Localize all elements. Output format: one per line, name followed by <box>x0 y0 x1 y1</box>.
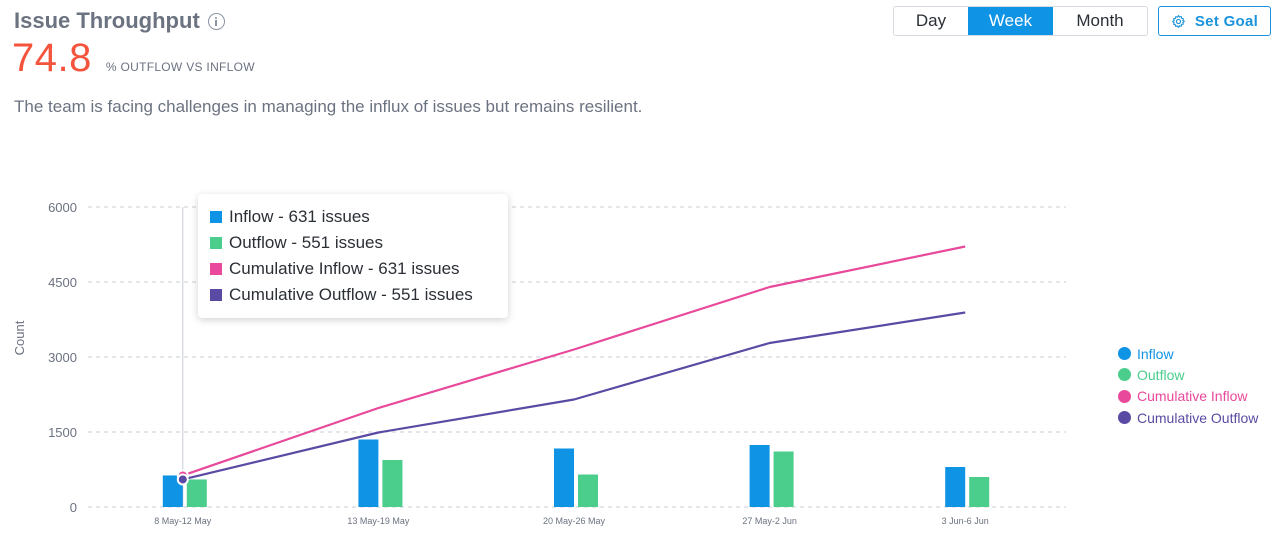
x-tick-label: 20 May-26 May <box>543 516 606 526</box>
legend-label-cumulative-outflow: Cumulative Outflow <box>1137 409 1259 426</box>
y-tick-label: 4500 <box>48 275 77 290</box>
bar-outflow <box>969 477 990 507</box>
bars <box>162 439 990 507</box>
legend-label-inflow: Inflow <box>1137 345 1174 362</box>
set-goal-button[interactable]: Set Goal <box>1158 6 1271 36</box>
title-row: Issue Throughput <box>14 8 225 34</box>
inflow-swatch <box>210 211 222 223</box>
x-tick-label: 3 Jun-6 Jun <box>942 516 989 526</box>
x-tick-label: 8 May-12 May <box>154 516 212 526</box>
marker-cumulative-outflow <box>176 473 189 486</box>
y-tick-label: 0 <box>70 500 77 515</box>
metric-value: 74.8 <box>12 36 92 80</box>
gear-icon <box>1172 14 1185 28</box>
y-tick-label: 1500 <box>48 425 77 440</box>
x-axis-ticks: 8 May-12 May 13 May-19 May 20 May-26 May 27… <box>154 516 988 526</box>
bar-outflow <box>773 451 794 507</box>
lines <box>182 245 966 481</box>
bar-inflow <box>749 445 770 507</box>
legend-label-outflow: Outflow <box>1137 366 1185 383</box>
chart-title: Issue Throughput <box>14 8 200 33</box>
bar-outflow <box>382 460 403 507</box>
bar-inflow <box>162 475 183 507</box>
bar-inflow <box>945 467 966 507</box>
period-week-button[interactable]: Week <box>968 7 1053 35</box>
legend-dot-cumulative-outflow <box>1118 411 1131 425</box>
info-icon[interactable] <box>207 12 225 30</box>
legend-dot-inflow <box>1118 347 1131 361</box>
metric-label: % OUTFLOW VS INFLOW <box>105 60 255 74</box>
legend-dot-cumulative-inflow <box>1118 389 1131 403</box>
line-cumulative-outflow <box>182 311 966 481</box>
period-day-button[interactable]: Day <box>894 7 968 35</box>
y-axis-ticks: 0 1500 3000 4500 6000 <box>48 200 77 515</box>
legend-item-cumulative-outflow[interactable]: Cumulative Outflow <box>1118 407 1258 428</box>
tooltip-row-inflow: Inflow - 631 issues <box>210 204 508 230</box>
bar-outflow <box>186 479 207 507</box>
cumulative-outflow-swatch <box>210 289 222 301</box>
tooltip-row-outflow: Outflow - 551 issues <box>210 230 508 256</box>
x-tick-label: 27 May-2 Jun <box>742 516 797 526</box>
y-tick-label: 3000 <box>48 350 77 365</box>
bar-inflow <box>554 448 574 507</box>
y-tick-label: 6000 <box>48 200 77 215</box>
legend-item-inflow[interactable]: Inflow <box>1118 343 1258 364</box>
chart-tooltip: Inflow - 631 issues Outflow - 551 issues… <box>198 194 508 318</box>
bar-inflow <box>358 439 379 507</box>
outflow-swatch <box>210 237 222 249</box>
chart-legend: Inflow Outflow Cumulative Inflow Cumulat… <box>1118 343 1258 428</box>
summary-text: The team is facing challenges in managin… <box>14 97 643 116</box>
tooltip-inflow-text: Inflow - 631 issues <box>229 207 370 226</box>
metric-row: 74.8 % OUTFLOW VS INFLOW <box>12 36 255 81</box>
set-goal-label: Set Goal <box>1194 12 1259 30</box>
bar-outflow <box>578 474 598 507</box>
legend-item-cumulative-inflow[interactable]: Cumulative Inflow <box>1118 386 1258 407</box>
tooltip-cumulative-inflow-text: Cumulative Inflow - 631 issues <box>229 259 460 278</box>
tooltip-row-cumulative-inflow: Cumulative Inflow - 631 issues <box>210 256 508 282</box>
x-tick-label: 13 May-19 May <box>347 516 410 526</box>
hover-markers <box>176 469 189 486</box>
period-month-button[interactable]: Month <box>1053 7 1147 35</box>
period-toggle: Day Week Month <box>893 6 1148 36</box>
legend-dot-outflow <box>1118 368 1131 382</box>
tooltip-row-cumulative-outflow: Cumulative Outflow - 551 issues <box>210 282 508 308</box>
cumulative-inflow-swatch <box>210 263 222 275</box>
tooltip-outflow-text: Outflow - 551 issues <box>229 233 384 252</box>
legend-label-cumulative-inflow: Cumulative Inflow <box>1137 388 1248 405</box>
line-cumulative-inflow <box>182 245 966 477</box>
y-axis-label: Count <box>12 320 27 355</box>
tooltip-cumulative-outflow-text: Cumulative Outflow - 551 issues <box>229 285 473 304</box>
legend-item-outflow[interactable]: Outflow <box>1118 364 1258 385</box>
